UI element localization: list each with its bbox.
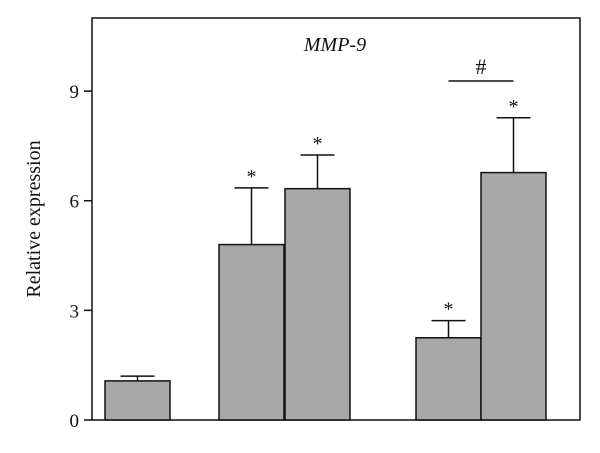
chart-title: MMP-9 <box>303 34 366 56</box>
significance-marker-3: * <box>444 299 454 321</box>
comparison-label-0: # <box>476 54 487 79</box>
y-tick-label-1: 3 <box>70 301 80 322</box>
y-tick-label-3: 9 <box>70 82 80 103</box>
bar-0 <box>104 380 171 421</box>
bar-3 <box>415 337 482 421</box>
bar-4 <box>480 171 547 421</box>
y-axis-label: Relative expression <box>23 140 45 297</box>
significance-marker-4: * <box>509 96 519 118</box>
bar-2 <box>284 187 351 421</box>
y-tick-label-0: 0 <box>70 411 80 432</box>
bar-1 <box>218 243 285 421</box>
plot-area <box>84 17 581 421</box>
significance-marker-1: * <box>247 166 257 188</box>
y-tick-label-2: 6 <box>70 192 80 213</box>
significance-marker-2: * <box>313 133 323 155</box>
